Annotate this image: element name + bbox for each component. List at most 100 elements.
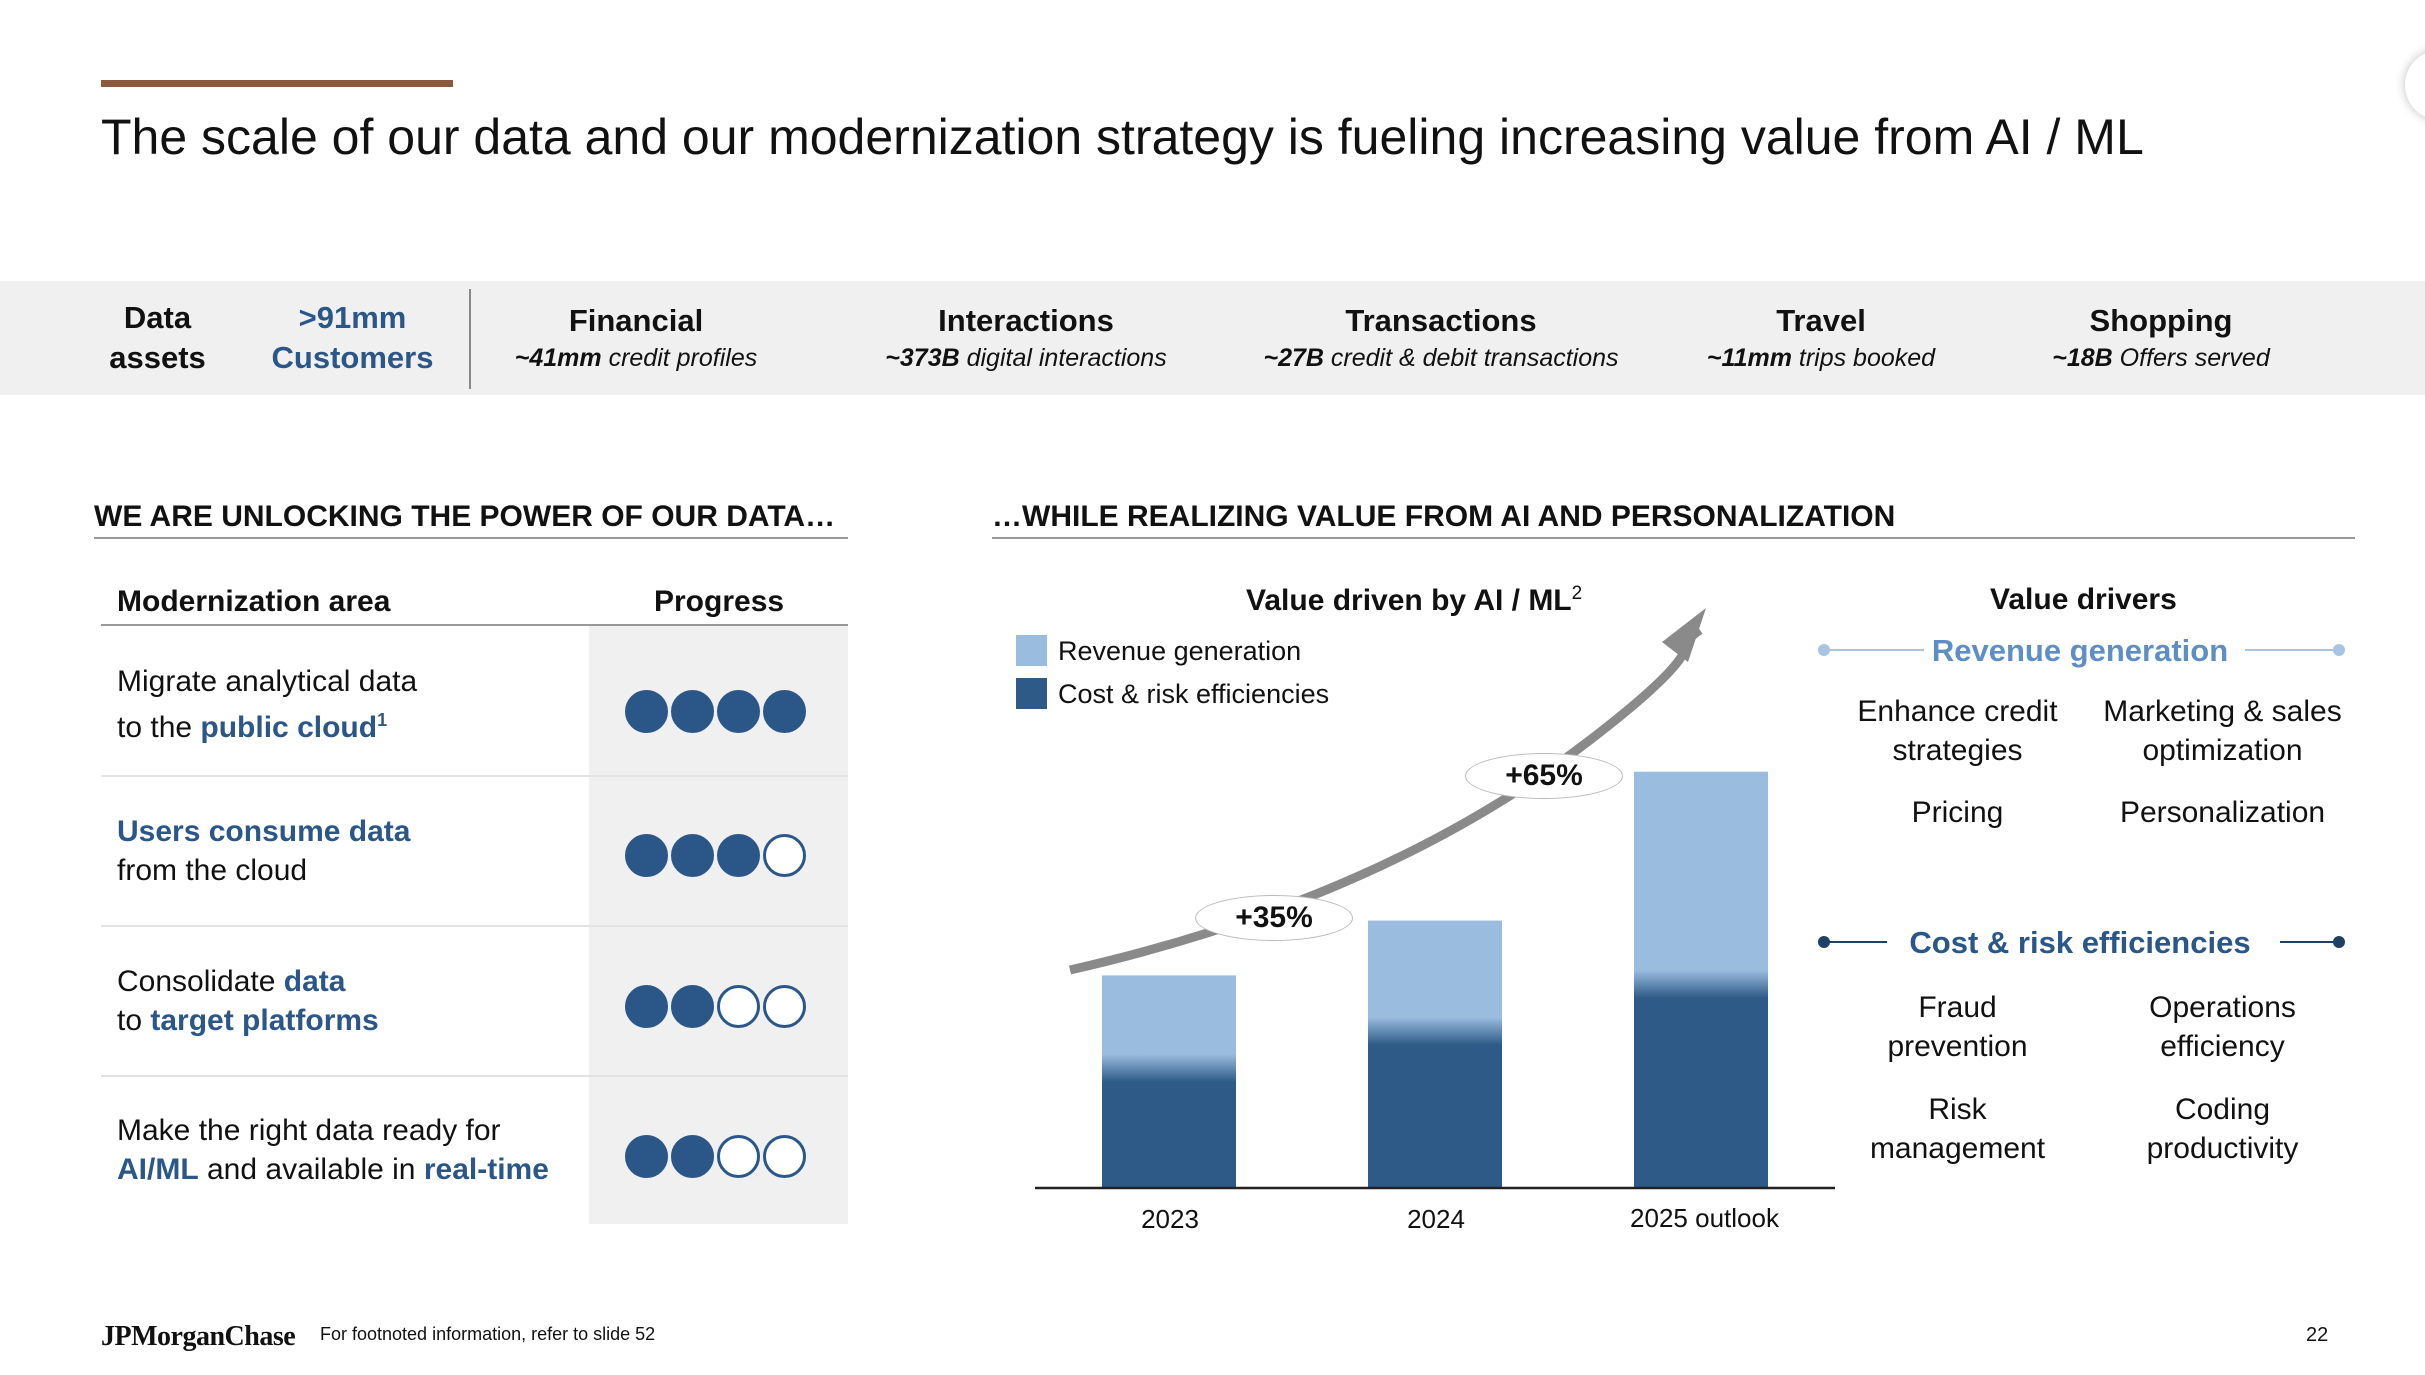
progress-dot-filled <box>717 834 760 877</box>
progress-dot-empty <box>763 985 806 1028</box>
revenue-line-right <box>2245 649 2340 651</box>
customers-value: >91mm <box>298 300 407 335</box>
bar-segment-blend <box>1368 1017 1502 1046</box>
row-emphasis: public cloud <box>200 711 378 744</box>
growth-label-2024: +35% <box>1195 895 1353 941</box>
table-row: Consolidate data to target platforms <box>117 962 379 1040</box>
driver-item: Personalization <box>2085 793 2360 832</box>
legend-label-cost: Cost & risk efficiencies <box>1058 679 1330 709</box>
x-tick-label: 2024 <box>1407 1204 1465 1234</box>
cost-category-label: Cost & risk efficiencies <box>1909 925 2251 960</box>
bar-chart <box>1035 608 1835 1190</box>
driver-item: Risk management <box>1820 1090 2095 1168</box>
asset-sub: ~41mm credit profiles <box>515 341 758 375</box>
progress-dots <box>625 690 809 733</box>
asset-value: ~27B <box>1263 344 1324 372</box>
driver-item: Coding productivity <box>2085 1090 2360 1168</box>
bar-cost-2023 <box>1102 1076 1236 1188</box>
progress-dot-filled <box>625 834 668 877</box>
asset-sub: ~27B credit & debit transactions <box>1263 341 1618 375</box>
row-emphasis: AI/ML <box>117 1153 199 1186</box>
progress-dot-filled <box>671 690 714 733</box>
progress-dot-filled <box>625 1135 668 1178</box>
table-row: Users consume data from the cloud <box>117 812 410 890</box>
x-tick-label: 2025 outlook <box>1630 1203 1779 1233</box>
asset-desc: Offers served <box>2112 344 2270 372</box>
value-drivers-heading: Value drivers <box>1990 583 2177 616</box>
driver-text: Enhance credit <box>1857 695 2058 728</box>
revenue-category-label: Revenue generation <box>1931 633 2229 668</box>
table-row: Migrate analytical data to the public cl… <box>117 662 417 747</box>
row-emphasis: data <box>283 965 346 998</box>
bar-revenue-2025 <box>1634 771 1768 993</box>
driver-text: Risk <box>1928 1093 1987 1126</box>
page-title: The scale of our data and our modernizat… <box>101 109 2144 165</box>
legend-label-revenue: Revenue generation <box>1058 636 1302 666</box>
revenue-dot-right <box>2333 644 2345 656</box>
growth-arrow-head <box>1662 608 1706 662</box>
x-tick-label: 2023 <box>1141 1204 1199 1234</box>
driver-text: Marketing & sales <box>2103 695 2342 728</box>
progress-dot-empty <box>763 1135 806 1178</box>
growth-label-2025: +65% <box>1465 753 1623 799</box>
asset-desc: digital interactions <box>959 344 1167 372</box>
row-text: to <box>117 1004 151 1037</box>
left-section-heading: WE ARE UNLOCKING THE POWER OF OUR DATA… <box>94 500 836 533</box>
asset-value: ~373B <box>885 344 960 372</box>
asset-sub: ~11mm trips booked <box>1707 341 1935 375</box>
bar-cost-2025 <box>1634 992 1768 1188</box>
row-text: Make the right data ready for <box>117 1114 501 1147</box>
driver-item: Operations efficiency <box>2085 988 2360 1066</box>
row-text: to the <box>117 711 201 744</box>
progress-dots <box>625 1135 809 1178</box>
driver-item: Enhance credit strategies <box>1820 692 2095 770</box>
right-section-rule <box>992 537 2355 539</box>
cost-line-right <box>2280 941 2340 943</box>
row-text: and available in <box>198 1153 424 1186</box>
asset-transactions: Transactions ~27B credit & debit transac… <box>1246 281 1636 395</box>
page-number: 22 <box>2306 1324 2329 1346</box>
row-emphasis: real-time <box>423 1153 549 1186</box>
driver-text: efficiency <box>2160 1030 2285 1063</box>
driver-item: Marketing & sales optimization <box>2085 692 2360 770</box>
growth-arrow-curve <box>1069 626 1703 975</box>
driver-text: Operations <box>2149 991 2296 1024</box>
driver-text: management <box>1869 1132 2046 1165</box>
asset-heading: Financial <box>568 303 704 338</box>
progress-dot-filled <box>625 985 668 1028</box>
progress-dot-filled <box>717 690 760 733</box>
asset-value: ~11mm <box>1706 344 1792 372</box>
asset-shopping: Shopping ~18B Offers served <box>2021 281 2301 395</box>
title-accent-bar <box>101 80 453 87</box>
asset-sub: ~18B Offers served <box>2052 341 2269 375</box>
left-section-rule <box>94 537 848 539</box>
progress-dot-filled <box>671 1135 714 1178</box>
driver-text: productivity <box>2146 1132 2299 1165</box>
footnote-marker: 1 <box>377 710 388 730</box>
bar-cost-2024 <box>1368 1039 1502 1188</box>
revenue-line-left <box>1823 649 1924 651</box>
progress-dot-empty <box>717 1135 760 1178</box>
revenue-dot-left <box>1818 644 1830 656</box>
footnote-reference: For footnoted information, refer to slid… <box>320 1324 656 1344</box>
driver-text: prevention <box>1887 1030 2028 1063</box>
driver-text: optimization <box>2142 734 2303 767</box>
progress-dot-filled <box>625 690 668 733</box>
asset-value: ~18B <box>2052 344 2113 372</box>
row-text: Consolidate <box>117 965 284 998</box>
progress-dot-filled <box>671 834 714 877</box>
band-divider <box>469 289 471 389</box>
table-row: Make the right data ready for AI/ML and … <box>117 1111 549 1189</box>
progress-dot-empty <box>717 985 760 1028</box>
asset-financial: Financial ~41mm credit profiles <box>476 281 796 395</box>
progress-dots <box>625 834 809 877</box>
customers-label: Customers <box>271 340 434 375</box>
cost-line-left <box>1823 941 1887 943</box>
company-logo: JPMorganChase <box>101 1321 296 1352</box>
row-separator <box>101 925 848 927</box>
progress-dots <box>625 985 809 1028</box>
bar-segment-blend <box>1634 970 1768 999</box>
col-header-area: Modernization area <box>117 585 391 618</box>
right-section-heading: …WHILE REALIZING VALUE FROM AI AND PERSO… <box>992 500 1896 533</box>
bar-segment-blend <box>1102 1054 1236 1083</box>
